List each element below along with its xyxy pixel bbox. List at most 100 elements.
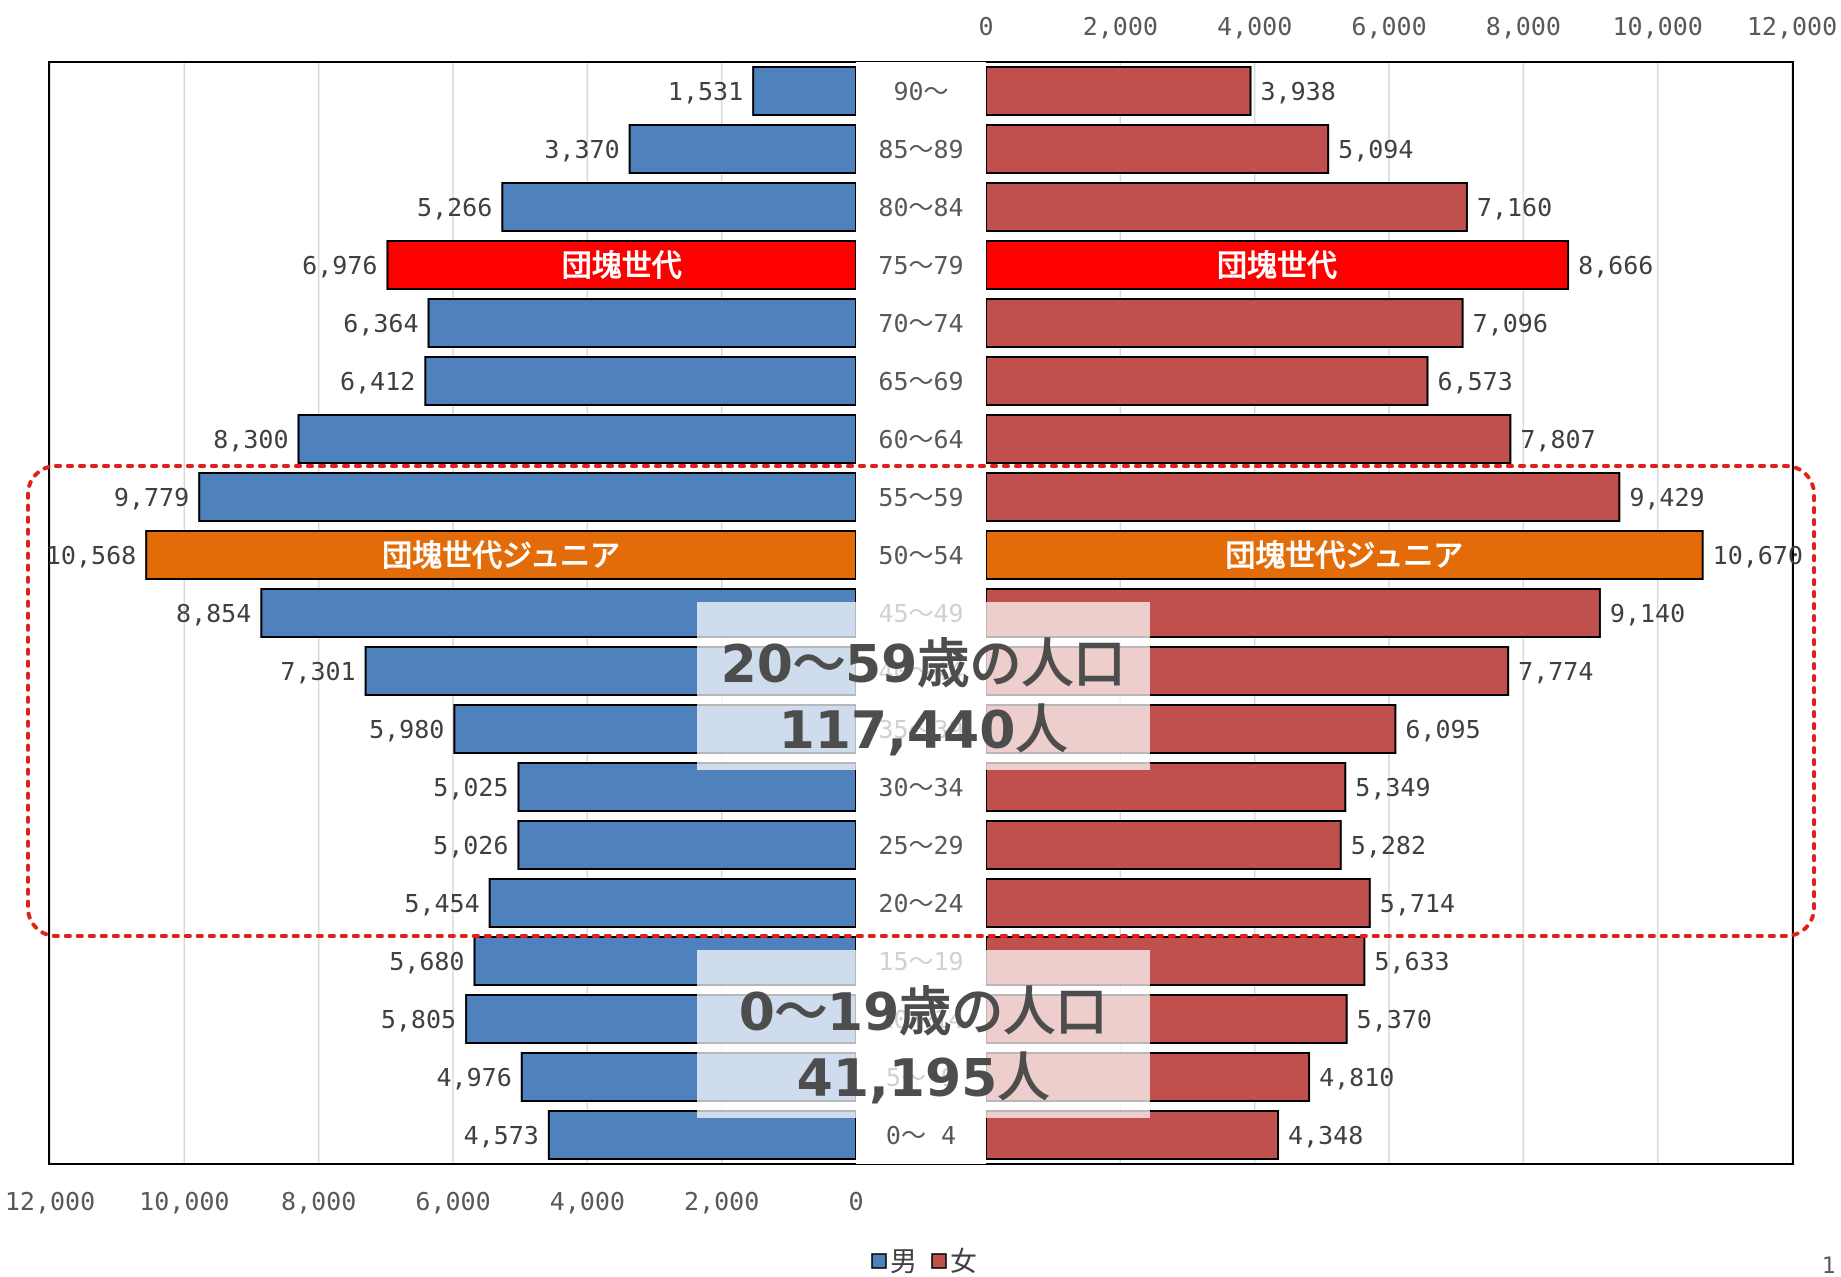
male-value-label: 6,364 xyxy=(343,309,418,338)
highlight-label: 団塊世代 xyxy=(562,249,682,284)
female-tick-label: 10,000 xyxy=(1613,12,1703,41)
age-group-label: 90～ xyxy=(893,77,948,106)
female-value-label: 5,094 xyxy=(1338,135,1413,164)
female-bar xyxy=(985,66,1252,116)
female-value-label: 9,140 xyxy=(1610,599,1685,628)
male-value-label: 10,568 xyxy=(46,541,136,570)
male-bar xyxy=(628,124,857,174)
age-group-label: 60～64 xyxy=(878,425,963,454)
male-bar xyxy=(517,820,858,870)
female-bar xyxy=(985,1110,1280,1160)
male-value-label: 5,805 xyxy=(381,1005,456,1034)
female-tick-label: 0 xyxy=(978,12,993,41)
female-value-label: 6,095 xyxy=(1405,715,1480,744)
female-tick-label: 6,000 xyxy=(1351,12,1426,41)
female-bar xyxy=(985,356,1429,406)
male-bar xyxy=(501,182,857,232)
age-group-label: 65～69 xyxy=(878,367,963,396)
age-group-label: 0～ 4 xyxy=(886,1121,956,1150)
legend-swatch xyxy=(871,1253,887,1269)
male-value-label: 8,300 xyxy=(213,425,288,454)
female-value-label: 3,938 xyxy=(1261,77,1336,106)
female-value-label: 7,160 xyxy=(1477,193,1552,222)
female-value-label: 5,633 xyxy=(1374,947,1449,976)
female-value-label: 7,096 xyxy=(1473,309,1548,338)
male-value-label: 8,854 xyxy=(176,599,251,628)
male-value-label: 9,779 xyxy=(114,483,189,512)
male-value-label: 4,976 xyxy=(437,1063,512,1092)
male-bar xyxy=(547,1110,858,1160)
age-group-label: 25～29 xyxy=(878,831,963,860)
male-value-label: 5,680 xyxy=(389,947,464,976)
female-value-label: 9,429 xyxy=(1629,483,1704,512)
male-bar xyxy=(752,66,858,116)
female-bar xyxy=(985,124,1330,174)
male-tick-label: 6,000 xyxy=(415,1187,490,1216)
male-bar xyxy=(427,298,857,348)
female-tick-label: 2,000 xyxy=(1083,12,1158,41)
male-value-label: 5,266 xyxy=(417,193,492,222)
legend: 男女 xyxy=(871,1247,977,1277)
male-value-label: 5,025 xyxy=(433,773,508,802)
age-group-label: 80～84 xyxy=(878,193,963,222)
annotation-value: 117,440人 xyxy=(779,701,1068,761)
female-value-label: 4,810 xyxy=(1319,1063,1394,1092)
female-value-label: 8,666 xyxy=(1578,251,1653,280)
female-bar xyxy=(985,878,1371,928)
male-tick-label: 10,000 xyxy=(139,1187,229,1216)
male-bar xyxy=(424,356,857,406)
male-tick-label: 12,000 xyxy=(5,1187,95,1216)
female-value-label: 7,807 xyxy=(1520,425,1595,454)
male-tick-label: 4,000 xyxy=(550,1187,625,1216)
female-tick-label: 12,000 xyxy=(1747,12,1837,41)
age-group-label: 75～79 xyxy=(878,251,963,280)
female-bar xyxy=(985,182,1468,232)
legend-label: 女 xyxy=(950,1247,977,1277)
male-bar xyxy=(145,530,857,580)
male-value-label: 5,454 xyxy=(404,889,479,918)
annotation-box xyxy=(697,602,1150,770)
male-bar xyxy=(386,240,857,290)
annotation-value: 41,195人 xyxy=(797,1049,1050,1109)
female-axis-ticks: 0 2,000 4,000 6,000 8,000 10,000 12,000 xyxy=(978,12,1837,41)
female-bar xyxy=(985,472,1621,522)
male-axis-ticks: 12,000 10,000 8,000 6,000 4,000 2,000 0 xyxy=(5,1187,864,1216)
female-value-label: 6,573 xyxy=(1437,367,1512,396)
legend-label: 男 xyxy=(890,1247,917,1277)
female-tick-label: 4,000 xyxy=(1217,12,1292,41)
male-bar xyxy=(488,878,857,928)
female-bar xyxy=(985,820,1342,870)
highlight-label: 団塊世代ジュニア xyxy=(382,539,620,574)
male-tick-label: 8,000 xyxy=(281,1187,356,1216)
female-tick-label: 8,000 xyxy=(1486,12,1561,41)
annotation-box xyxy=(697,950,1150,1118)
age-20-59-range-box xyxy=(26,464,1816,938)
age-group-label: 50～54 xyxy=(878,541,963,570)
female-bar xyxy=(985,414,1512,464)
female-value-label: 5,349 xyxy=(1355,773,1430,802)
female-value-label: 4,348 xyxy=(1288,1121,1363,1150)
age-group-label: 70～74 xyxy=(878,309,963,338)
female-bar xyxy=(985,762,1347,812)
age-group-label: 20～24 xyxy=(878,889,963,918)
female-bar xyxy=(985,298,1464,348)
female-value-label: 5,282 xyxy=(1351,831,1426,860)
female-bar xyxy=(985,240,1570,290)
female-value-label: 5,714 xyxy=(1380,889,1455,918)
female-value-label: 5,370 xyxy=(1357,1005,1432,1034)
highlight-label: 団塊世代 xyxy=(1217,249,1337,284)
highlight-label: 団塊世代ジュニア xyxy=(1225,539,1463,574)
page-number: 1 xyxy=(1822,1254,1836,1277)
male-value-label: 1,531 xyxy=(668,77,743,106)
age-group-label: 85～89 xyxy=(878,135,963,164)
male-value-label: 7,301 xyxy=(280,657,355,686)
annotation-title: 20～59歳の人口 xyxy=(721,635,1126,695)
male-value-label: 4,573 xyxy=(464,1121,539,1150)
male-bar xyxy=(198,472,857,522)
age-group-label: 55～59 xyxy=(878,483,963,512)
legend-swatch xyxy=(931,1253,947,1269)
male-value-label: 6,412 xyxy=(340,367,415,396)
